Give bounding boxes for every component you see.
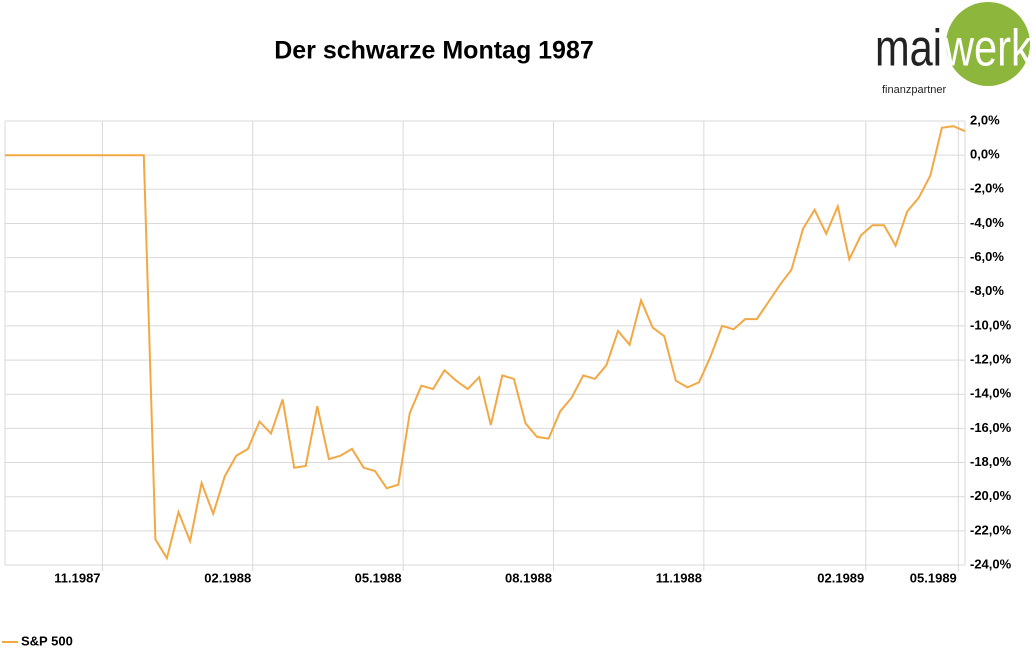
y-tick-label: -20,0%	[970, 488, 1012, 503]
y-tick-label: -4,0%	[970, 215, 1004, 230]
y-tick-label: 0,0%	[970, 147, 1000, 162]
legend-label: S&P 500	[21, 633, 73, 648]
x-tick-label: 02.1988	[204, 570, 251, 585]
x-tick-label: 05.1988	[355, 570, 402, 585]
y-tick-label: -2,0%	[970, 181, 1004, 196]
y-tick-label: -10,0%	[970, 317, 1012, 332]
y-tick-label: -16,0%	[970, 420, 1012, 435]
logo: mai werk finanzpartner	[875, 2, 1032, 96]
line	[5, 125, 966, 561]
y-tick-label: -12,0%	[970, 352, 1012, 367]
y-tick-label: -24,0%	[970, 556, 1012, 571]
y-tick-label: -8,0%	[970, 283, 1004, 298]
x-tick-label: 05.1989	[910, 570, 957, 585]
logo-left: mai	[875, 18, 942, 77]
y-tick-label: -14,0%	[970, 386, 1012, 401]
x-tick-label: 11.1987	[54, 570, 100, 585]
y-tick-label: -6,0%	[970, 249, 1004, 264]
y-tick-label: 2,0%	[970, 112, 1000, 127]
y-tick-label: -18,0%	[970, 454, 1012, 469]
y-tick-label: -22,0%	[970, 522, 1012, 537]
x-tick-label: 11.1988	[656, 570, 702, 585]
logo-tagline: finanzpartner	[882, 84, 947, 96]
x-tick-label: 08.1988	[505, 570, 552, 585]
x-tick-label: 02.1989	[817, 570, 864, 585]
logo-circle	[946, 2, 1030, 86]
chart-title: Der schwarze Montag 1987	[274, 37, 594, 65]
logo-right: werk	[943, 18, 1032, 77]
